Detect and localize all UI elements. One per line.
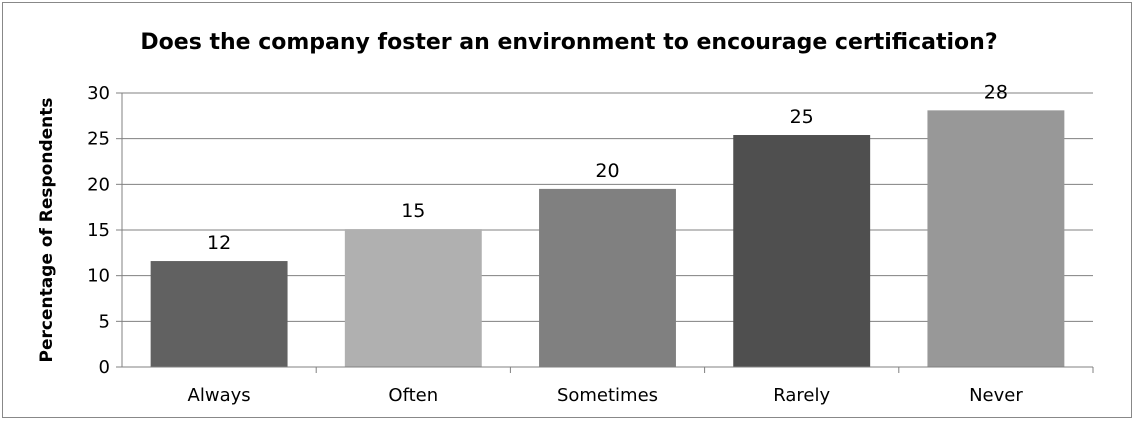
- y-tick-label: 5: [99, 311, 110, 332]
- y-tick-label: 10: [87, 266, 110, 287]
- y-tick-label: 30: [87, 83, 110, 104]
- bars: [150, 110, 1065, 367]
- axes: [116, 92, 1094, 373]
- x-tick-label: Always: [188, 385, 251, 406]
- data-label: 25: [790, 106, 814, 128]
- bar-often: [344, 229, 482, 367]
- y-tick-label: 20: [87, 174, 110, 195]
- x-tick-label: Never: [969, 385, 1023, 406]
- y-tick-label: 0: [99, 357, 110, 378]
- bar-rarely: [733, 135, 871, 367]
- chart-title: Does the company foster an environment t…: [140, 30, 998, 55]
- x-tick-label: Often: [388, 385, 438, 406]
- data-label: 15: [401, 200, 425, 222]
- bar-always: [150, 261, 288, 367]
- data-label: 12: [207, 232, 231, 254]
- x-tick-label: Rarely: [773, 385, 830, 406]
- bar-sometimes: [539, 188, 676, 367]
- labels: 0 5 10 15 20 25 30 Always 12 Often 15 Sometimes 20 Ra…: [87, 81, 1023, 406]
- bar-never: [927, 110, 1065, 367]
- data-label: 20: [595, 160, 619, 182]
- x-tick-label: Sometimes: [557, 385, 658, 406]
- data-label: 28: [984, 81, 1008, 103]
- y-tick-label: 15: [87, 220, 110, 241]
- y-axis-title: Percentage of Respondents: [37, 97, 57, 362]
- y-tick-label: 25: [87, 129, 110, 150]
